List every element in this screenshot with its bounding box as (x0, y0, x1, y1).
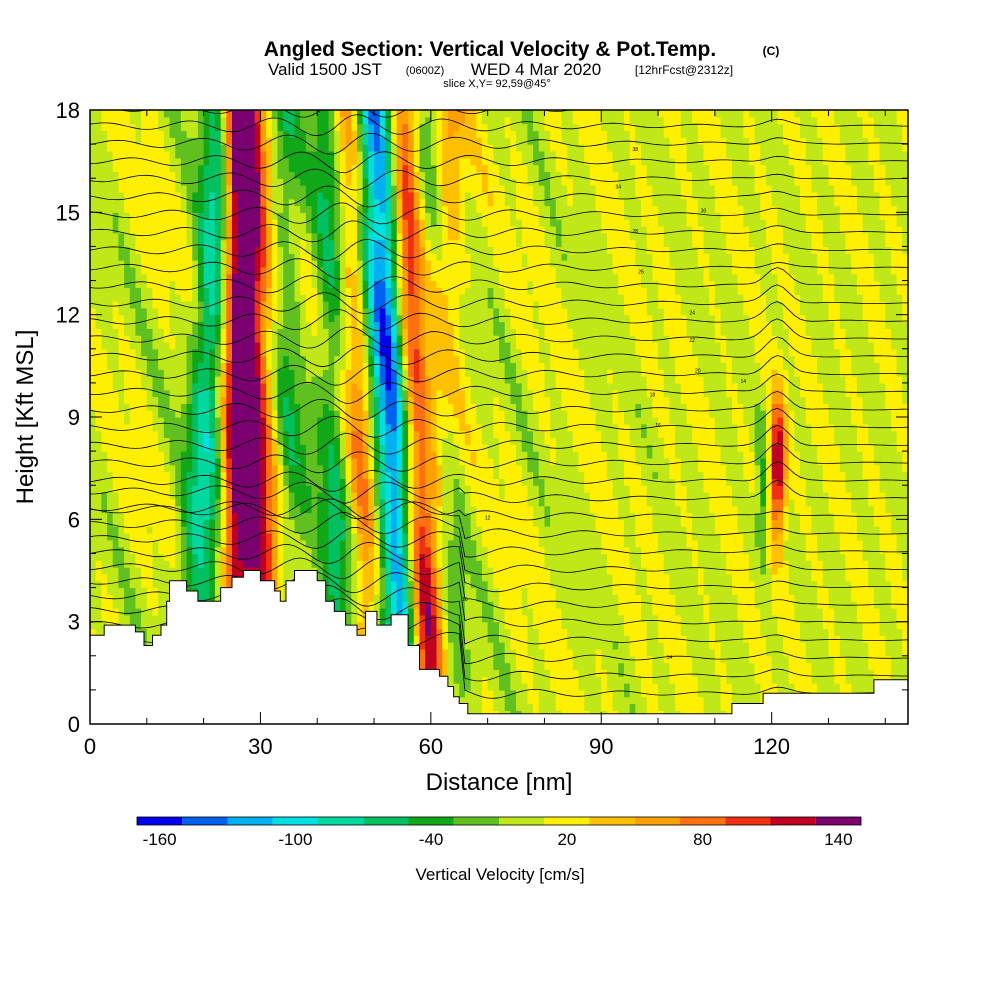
colorbar-tick-label: 80 (693, 830, 712, 849)
colorbar-swatch (770, 817, 816, 825)
y-tick-label: 0 (68, 712, 80, 737)
theta-contour-label: 12 (485, 515, 491, 521)
theta-contour-label: 30 (701, 208, 707, 214)
valid-time: Valid 1500 JST (268, 60, 382, 79)
y-axis-title: Height [Kft MSL] (12, 330, 39, 505)
theta-contour-label: 14 (741, 379, 747, 385)
colorbar-tick-label: -100 (278, 830, 312, 849)
theta-contour-label: 18 (650, 393, 656, 399)
colorbar-tick-label: 140 (824, 830, 852, 849)
colorbar-tick-label: -160 (143, 830, 177, 849)
chart-title: Angled Section: Vertical Velocity & Pot.… (264, 38, 716, 61)
x-axis: 0 30 60 90 120 (84, 110, 886, 759)
colorbar-swatch (544, 817, 590, 825)
valid-zulu: (0600Z) (406, 65, 445, 77)
theta-contour-label: 28 (633, 229, 639, 235)
y-tick-label: 15 (56, 200, 80, 225)
y-tick-label: 3 (68, 610, 80, 635)
terrain-mask (89, 570, 909, 725)
colorbar-swatch (182, 817, 228, 825)
theta-contour-label: 38 (633, 147, 639, 153)
theta-contour-label: 10 (462, 597, 468, 603)
x-tick-label: 90 (589, 734, 613, 759)
slice-info: slice X,Y= 92,59@45° (443, 78, 551, 90)
colorbar-swatch (499, 817, 545, 825)
theta-contour-label: 20 (695, 369, 701, 375)
x-tick-label: 0 (84, 734, 96, 759)
x-tick-label: 120 (753, 734, 790, 759)
theta-contour-label: 16 (655, 423, 661, 429)
colorbar-tick-label: -40 (419, 830, 444, 849)
valid-date: WED 4 Mar 2020 (471, 60, 601, 79)
x-tick-label: 30 (248, 734, 272, 759)
y-tick-label: 18 (56, 98, 80, 123)
colorbar-tick-label: 20 (557, 830, 576, 849)
chart-title-mark: (C) (763, 44, 780, 58)
y-tick-label: 12 (56, 303, 80, 328)
theta-contour-label: 14 (667, 655, 673, 661)
colorbar-swatch (453, 817, 500, 825)
theta-contour-label: 24 (689, 311, 695, 317)
colorbar-swatch (725, 817, 771, 825)
forecast-info: [12hrFcst@2312z] (635, 63, 733, 77)
colorbar-swatch (227, 817, 273, 825)
colorbar-swatch (680, 817, 726, 825)
y-tick-label: 6 (68, 507, 80, 532)
colorbar-swatch (137, 817, 183, 825)
colorbar-swatch (589, 817, 635, 825)
y-tick-label: 9 (68, 405, 80, 430)
colorbar-swatch (272, 817, 319, 825)
theta-contour-label: 22 (689, 338, 695, 344)
theta-contour-label: 26 (638, 270, 644, 276)
colorbar: -160 -100 -40 20 80 140 (136, 816, 862, 849)
theta-contours: 38 34 30 28 26 24 22 20 18 16 14 12 10 14 (90, 110, 908, 699)
x-axis-title: Distance [nm] (426, 769, 573, 796)
colorbar-swatch (408, 817, 454, 825)
y-axis: 0 3 6 9 12 15 18 (56, 98, 908, 737)
colorbar-swatch (815, 817, 862, 825)
colorbar-swatch (634, 817, 681, 825)
colorbar-title: Vertical Velocity [cm/s] (415, 865, 584, 884)
colorbar-swatch (318, 817, 364, 825)
x-tick-label: 60 (419, 734, 443, 759)
colorbar-swatch (363, 817, 409, 825)
theta-contour-label: 34 (616, 185, 622, 191)
